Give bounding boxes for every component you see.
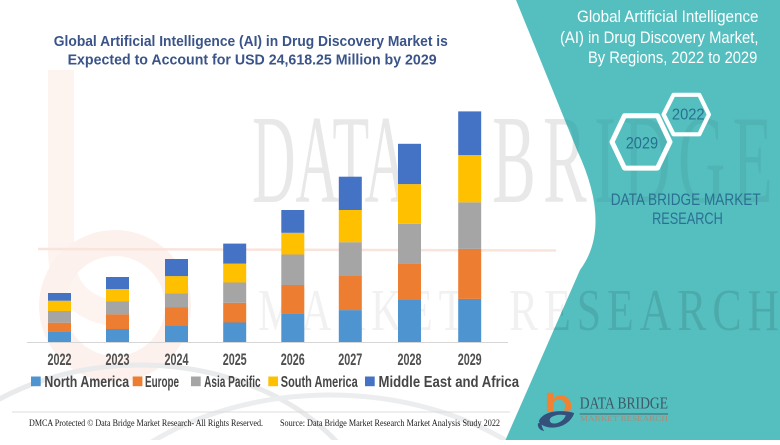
svg-text:By Regions, 2022 to 2029: By Regions, 2022 to 2029 — [588, 48, 757, 67]
svg-text:MARKET RESEARCH: MARKET RESEARCH — [580, 415, 668, 423]
svg-text:2022: 2022 — [48, 350, 72, 369]
svg-text:2022: 2022 — [672, 107, 705, 124]
svg-text:2028: 2028 — [398, 350, 422, 369]
svg-text:2027: 2027 — [338, 350, 362, 369]
svg-text:DATA BRIDGE: DATA BRIDGE — [580, 394, 668, 413]
svg-text:Asia Pacific: Asia Pacific — [204, 374, 261, 391]
svg-text:Europe: Europe — [145, 374, 179, 391]
svg-text:DMCA Protected © Data Bridge M: DMCA Protected © Data Bridge Market Rese… — [29, 418, 263, 429]
svg-text:2024: 2024 — [165, 350, 189, 369]
svg-text:DATA: DATA — [252, 91, 408, 230]
svg-text:RESEARCH: RESEARCH — [652, 210, 723, 228]
svg-text:Source: Data Bridge Market Res: Source: Data Bridge Market Research Mark… — [280, 419, 500, 429]
svg-text:2026: 2026 — [281, 350, 305, 369]
svg-text:Global Artificial Intelligence: Global Artificial Intelligence — [577, 7, 759, 26]
svg-text:2025: 2025 — [223, 350, 247, 369]
svg-text:North America: North America — [44, 374, 129, 391]
svg-text:Middle East and Africa: Middle East and Africa — [379, 374, 520, 391]
svg-text:(AI) in Drug Discovery Market,: (AI) in Drug Discovery Market, — [560, 28, 759, 47]
svg-text:Global Artificial Intelligence: Global Artificial Intelligence (AI) in D… — [54, 34, 448, 50]
svg-text:2029: 2029 — [626, 134, 658, 153]
svg-text:South America: South America — [281, 374, 358, 391]
svg-text:DATA BRIDGE MARKET: DATA BRIDGE MARKET — [611, 191, 761, 209]
svg-text:2029: 2029 — [458, 350, 482, 369]
svg-text:Expected to Account for USD 2: Expected to Account for USD 24,618.25 Mi… — [68, 53, 437, 69]
svg-text:2023: 2023 — [106, 350, 130, 369]
